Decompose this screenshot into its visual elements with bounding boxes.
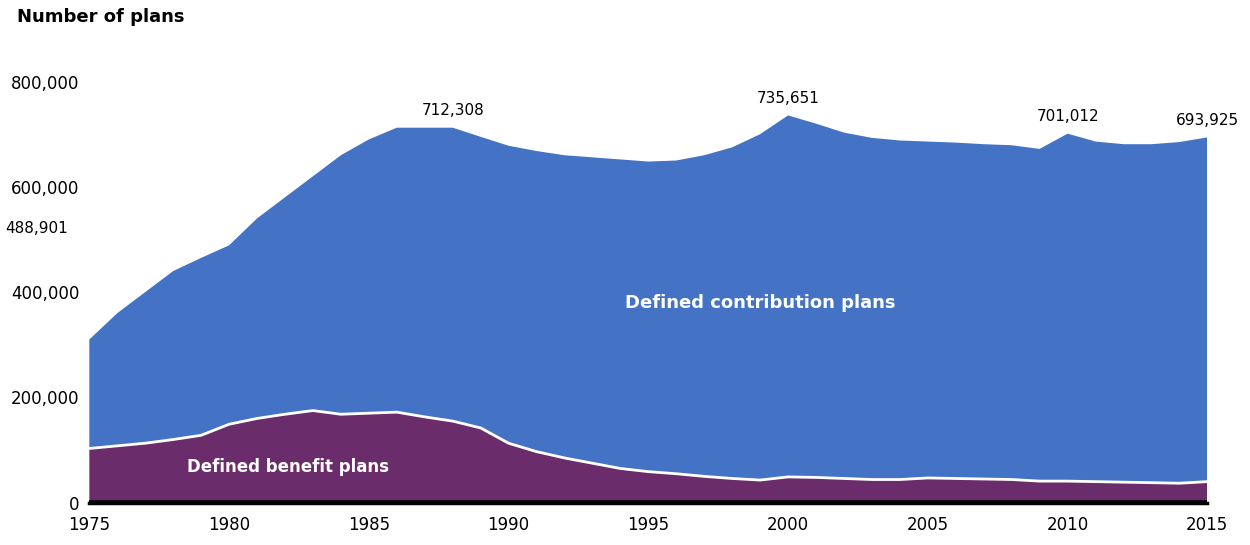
Text: Defined benefit plans: Defined benefit plans — [188, 458, 389, 476]
Text: 693,925: 693,925 — [1176, 113, 1239, 128]
Text: 701,012: 701,012 — [1036, 109, 1099, 124]
Text: 712,308: 712,308 — [421, 103, 484, 118]
Text: 488,901: 488,901 — [5, 221, 69, 236]
Text: Defined contribution plans: Defined contribution plans — [625, 294, 895, 312]
Text: Number of plans: Number of plans — [16, 8, 184, 26]
Text: 735,651: 735,651 — [756, 91, 820, 106]
